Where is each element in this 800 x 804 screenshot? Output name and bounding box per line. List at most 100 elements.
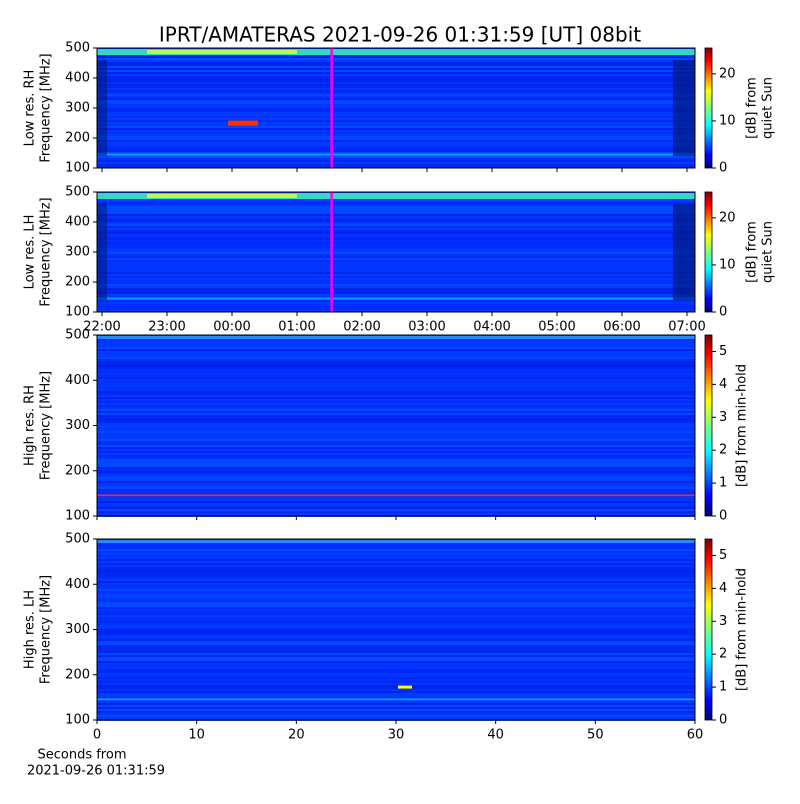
spectrogram-texture [97,655,695,657]
spectrogram-texture [97,286,695,288]
spectrogram-texture [97,152,695,154]
spectrogram-texture [97,284,695,286]
spectrogram-texture [97,224,695,226]
colorbar-tick-label: 10 [719,113,736,128]
spectrogram-texture [97,635,695,637]
spectrogram-texture [97,547,695,549]
colorbar-label: quiet Sun [761,221,776,283]
spectrogram-texture [97,709,695,711]
spectrogram-texture [97,405,695,407]
spectrogram-texture [97,601,695,603]
spectrogram-texture [97,278,695,280]
spectrogram-texture [97,218,695,220]
spectrogram-band [97,336,695,339]
spectrogram-texture [97,513,695,515]
spectrogram-texture [97,485,695,487]
spectrogram [97,539,695,721]
spectrogram-texture [97,80,695,82]
spectrogram-texture [97,501,695,503]
spectrogram-texture [97,717,695,719]
spectrogram-texture [97,573,695,575]
spectrogram-texture [97,58,695,60]
spectrogram-texture [97,703,695,705]
spectrogram-texture [97,457,695,459]
spectrogram-texture [97,605,695,607]
spectrogram-texture [97,264,695,266]
x-tick-label: 40 [487,728,504,743]
y-tick-label: 100 [65,305,90,320]
spectrogram-texture [97,134,695,136]
x-tick-label: 10 [188,728,205,743]
spectrogram-texture [97,429,695,431]
spectrogram [97,192,695,312]
spectrogram-texture [97,365,695,367]
spectrogram-texture [97,629,695,631]
colorbar [704,47,713,169]
spectrogram-texture [97,204,695,206]
spectrogram-edge [673,204,695,300]
spectrogram-band [97,494,695,497]
spectrogram-texture [97,691,695,693]
spectrogram-texture [97,164,695,166]
spectrogram-texture [97,94,695,96]
spectrogram-texture [97,445,695,447]
spectrogram-texture [97,447,695,449]
spectrogram-texture [97,66,695,68]
spectrogram-texture [97,100,695,102]
spectrogram-texture [97,343,695,345]
spectrogram-burst [228,120,258,126]
spectrogram-texture [97,617,695,619]
spectrogram-texture [97,505,695,507]
spectrogram-texture [97,142,695,144]
spectrogram-texture [97,104,695,106]
x-tick-label: 23:00 [148,320,185,335]
colorbar-tick-label: 20 [719,66,736,81]
colorbar-tick-label: 0 [719,161,727,176]
x-tick-label: 00:00 [213,320,250,335]
y-tick-label: 500 [65,532,90,547]
spectrogram-texture [97,268,695,270]
x-tick-label: 04:00 [473,320,510,335]
spectrogram-texture [97,597,695,599]
spectrogram-texture [97,479,695,481]
x-tick-label: 02:00 [343,320,380,335]
spectrogram-texture [97,567,695,569]
spectrogram-texture [97,214,695,216]
colorbar-tick-label: 5 [719,344,727,359]
spectrogram-texture [97,493,695,495]
spectrogram-texture [97,599,695,601]
spectrogram-texture [97,423,695,425]
spectrogram-texture [97,489,695,491]
spectrogram-texture [97,551,695,553]
spectrogram-texture [97,651,695,653]
spectrogram-texture [97,110,695,112]
colorbar-tick-label: 4 [719,581,727,596]
spectrogram-texture [97,451,695,453]
spectrogram-texture [97,258,695,260]
y-axis-label: Frequency [MHz] [39,575,54,684]
y-tick-label: 400 [65,373,90,388]
spectrogram-edge [97,60,107,156]
spectrogram-texture [97,234,695,236]
spectrogram-texture [97,481,695,483]
spectrogram-texture [97,589,695,591]
spectrogram-texture [97,465,695,467]
spectrogram-texture [97,288,695,290]
spectrogram-texture [97,126,695,128]
spectrogram-texture [97,587,695,589]
spectrogram-texture [97,108,695,110]
spectrogram-texture [97,210,695,212]
spectrogram-texture [97,415,695,417]
spectrogram-texture [97,603,695,605]
spectrogram-texture [97,409,695,411]
colorbar-label: [dB] from [745,221,760,283]
spectrogram-texture [97,226,695,228]
colorbar-tick-label: 1 [719,476,727,491]
spectrogram-texture [97,345,695,347]
spectrogram-texture [97,713,695,715]
spectrogram-texture [97,559,695,561]
colorbar-label: [dB] from [745,77,760,139]
spectrogram-edge [673,60,695,156]
spectrogram-texture [97,367,695,369]
spectrogram-band [97,153,695,156]
